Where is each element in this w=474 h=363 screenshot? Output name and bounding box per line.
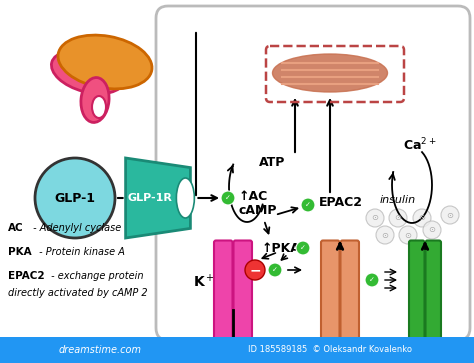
Text: ⊙: ⊙	[419, 213, 426, 223]
FancyBboxPatch shape	[409, 241, 425, 350]
Circle shape	[423, 221, 441, 239]
Circle shape	[35, 158, 115, 238]
Ellipse shape	[273, 54, 388, 92]
Circle shape	[413, 209, 431, 227]
Text: K$^+$: K$^+$	[329, 346, 351, 363]
Text: ✓: ✓	[272, 267, 278, 273]
Ellipse shape	[58, 35, 152, 89]
Text: - exchange protein: - exchange protein	[48, 271, 144, 281]
Text: ✓: ✓	[305, 202, 311, 208]
Text: directly activated by cAMP 2: directly activated by cAMP 2	[8, 288, 147, 298]
Text: ATP: ATP	[259, 155, 285, 168]
Text: ✓: ✓	[369, 277, 375, 283]
Polygon shape	[126, 158, 191, 238]
Ellipse shape	[92, 96, 106, 118]
Text: Ca$^{2+}$: Ca$^{2+}$	[408, 347, 442, 363]
FancyBboxPatch shape	[321, 241, 339, 350]
Circle shape	[268, 263, 282, 277]
Text: EPAC2: EPAC2	[319, 196, 363, 209]
Text: GLP-1R: GLP-1R	[128, 193, 173, 203]
Text: GLP-1: GLP-1	[55, 192, 95, 204]
FancyBboxPatch shape	[234, 241, 252, 350]
Text: −: −	[249, 263, 261, 277]
Circle shape	[389, 209, 407, 227]
Text: EPAC2: EPAC2	[8, 271, 45, 281]
Text: Ca$^{2+}$: Ca$^{2+}$	[403, 137, 437, 153]
FancyBboxPatch shape	[214, 241, 233, 350]
Circle shape	[365, 273, 379, 287]
FancyBboxPatch shape	[340, 241, 359, 350]
Circle shape	[366, 209, 384, 227]
FancyBboxPatch shape	[156, 6, 470, 340]
Text: ⊙: ⊙	[428, 225, 436, 234]
Text: dreamstime.com: dreamstime.com	[58, 345, 142, 355]
Text: ↑PKA: ↑PKA	[262, 241, 301, 254]
Circle shape	[301, 198, 315, 212]
Text: ⊙: ⊙	[447, 211, 454, 220]
Circle shape	[245, 260, 265, 280]
Ellipse shape	[176, 178, 194, 218]
Circle shape	[399, 226, 417, 244]
Ellipse shape	[51, 50, 125, 94]
Text: - Adenylyl cyclase: - Adenylyl cyclase	[30, 223, 121, 233]
Circle shape	[441, 206, 459, 224]
Text: AC: AC	[8, 223, 24, 233]
Circle shape	[221, 191, 235, 205]
Text: ✓: ✓	[300, 245, 306, 251]
FancyBboxPatch shape	[0, 337, 474, 363]
Text: ⊙: ⊙	[372, 213, 379, 223]
Text: insulin: insulin	[380, 195, 416, 205]
Text: - Protein kinase A: - Protein kinase A	[36, 247, 125, 257]
Text: ⊙: ⊙	[404, 231, 411, 240]
Text: PKA: PKA	[8, 247, 32, 257]
Text: ⊙: ⊙	[394, 213, 401, 223]
Circle shape	[376, 226, 394, 244]
FancyBboxPatch shape	[426, 241, 441, 350]
Ellipse shape	[81, 78, 109, 122]
Text: ID 185589185  © Oleksandr Kovalenko: ID 185589185 © Oleksandr Kovalenko	[248, 346, 412, 355]
Text: ↑AC: ↑AC	[239, 189, 268, 203]
Text: ✓: ✓	[225, 195, 231, 201]
Circle shape	[296, 241, 310, 255]
Text: cAMP: cAMP	[239, 204, 277, 216]
Text: K$^+$: K$^+$	[193, 273, 215, 291]
Text: ⊙: ⊙	[382, 231, 389, 240]
